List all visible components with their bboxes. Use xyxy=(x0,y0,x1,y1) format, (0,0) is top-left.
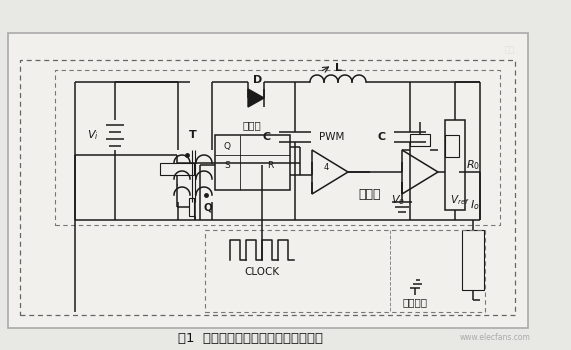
Bar xyxy=(215,135,290,190)
Text: 补偿网络: 补偿网络 xyxy=(403,297,428,307)
Bar xyxy=(160,163,194,175)
Text: 电子: 电子 xyxy=(505,46,515,55)
Text: PWM: PWM xyxy=(319,132,345,142)
Text: www.elecfans.com: www.elecfans.com xyxy=(460,334,530,343)
Bar xyxy=(445,120,465,210)
Text: C: C xyxy=(378,132,386,142)
Bar xyxy=(445,135,459,157)
Text: D: D xyxy=(254,75,263,85)
Bar xyxy=(8,33,528,328)
Text: CLOCK: CLOCK xyxy=(244,267,280,277)
Text: 功率级: 功率级 xyxy=(359,189,381,202)
Text: 4: 4 xyxy=(323,163,329,173)
Text: T: T xyxy=(189,130,197,140)
Bar xyxy=(410,134,430,146)
Text: 锁存器: 锁存器 xyxy=(243,120,262,130)
Text: $I_o$: $I_o$ xyxy=(470,198,480,212)
Text: $V_{ref}$: $V_{ref}$ xyxy=(450,193,470,207)
Text: L: L xyxy=(335,63,341,73)
Text: C: C xyxy=(263,132,271,142)
Text: 图1  电流型控制反激式开关电源原理图: 图1 电流型控制反激式开关电源原理图 xyxy=(178,331,323,344)
Bar xyxy=(462,230,484,290)
Text: $R_0$: $R_0$ xyxy=(466,158,480,172)
Text: R: R xyxy=(267,161,273,169)
Text: Q: Q xyxy=(223,142,231,152)
Text: $V_e$: $V_e$ xyxy=(391,193,405,207)
Text: S: S xyxy=(224,161,230,169)
Text: $V_i$: $V_i$ xyxy=(87,128,99,142)
Polygon shape xyxy=(248,89,264,107)
Bar xyxy=(189,198,194,216)
Text: Q: Q xyxy=(203,202,212,212)
